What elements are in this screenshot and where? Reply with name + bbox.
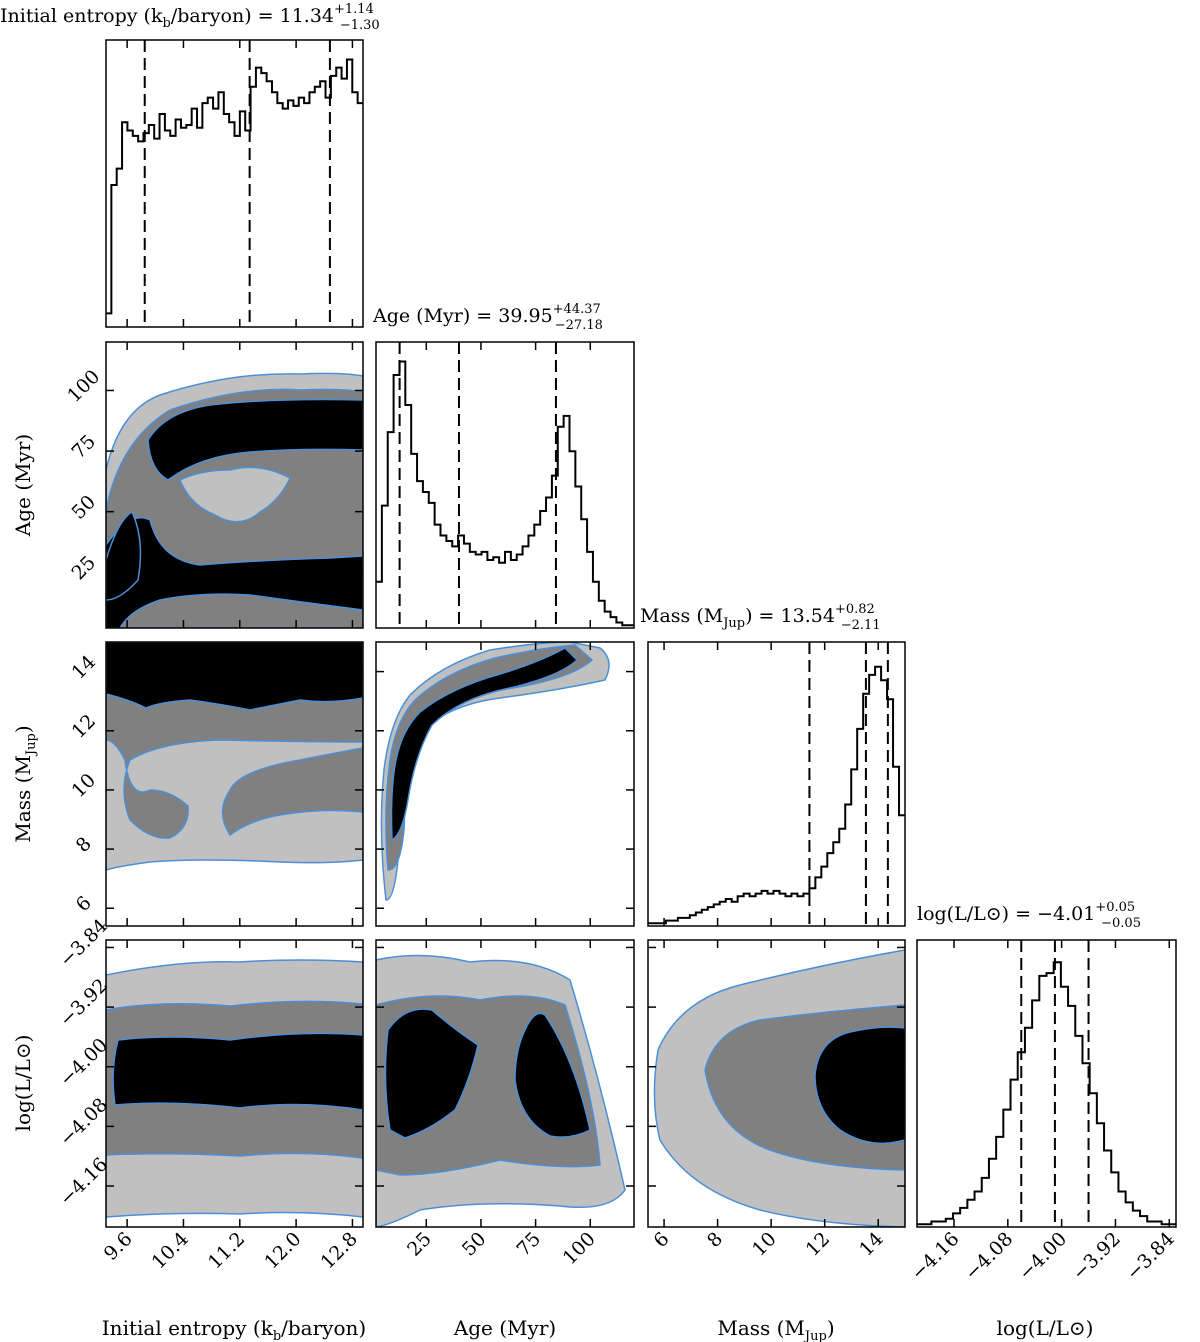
contour-1sigma-right bbox=[514, 1012, 591, 1138]
contour-entropy-age bbox=[106, 372, 363, 628]
contour-age-mass bbox=[380, 642, 610, 901]
panel-frame-1-1 bbox=[375, 341, 635, 629]
title-logL: log(L/L⊙) = −4.01+0.05 −0.05 bbox=[917, 900, 1141, 931]
hist-mass bbox=[648, 665, 905, 925]
ytick-label-age-1: 50 bbox=[67, 491, 100, 524]
xtick-label-mass-2: 10 bbox=[748, 1228, 781, 1261]
xtick-label-age-2: 75 bbox=[512, 1228, 545, 1261]
panel-frame-0-0 bbox=[105, 39, 364, 328]
contour-1sigma-left bbox=[106, 510, 142, 601]
ytick-label-logL-0: −4.16 bbox=[55, 1153, 112, 1210]
ytick-label-age-3: 100 bbox=[63, 366, 104, 407]
xtick-label-logL-1: −4.08 bbox=[961, 1228, 1018, 1285]
ytick-label-mass-3: 12 bbox=[67, 710, 100, 743]
xtick-label-logL-3: −3.92 bbox=[1068, 1228, 1125, 1285]
ytick-label-mass-4: 14 bbox=[67, 651, 100, 684]
panel-frame-3-3 bbox=[916, 939, 1177, 1228]
xtick-label-entropy-3: 12.0 bbox=[260, 1228, 305, 1273]
hist-age bbox=[376, 360, 634, 627]
title-mass: Mass (MJup) = 13.54+0.82 −2.11 bbox=[640, 602, 881, 633]
ytick-label-mass-2: 10 bbox=[67, 769, 100, 802]
panel-frame-3-2 bbox=[647, 939, 906, 1228]
contour-1sigma-top bbox=[147, 398, 363, 481]
ytick-label-logL-1: −4.08 bbox=[55, 1094, 112, 1151]
xtick-label-mass-1: 8 bbox=[703, 1228, 727, 1252]
xtick-label-age-1: 50 bbox=[458, 1228, 491, 1261]
contour-entropy-logL bbox=[106, 959, 363, 1218]
xlabel-entropy: Initial entropy (kb/baryon) bbox=[102, 1316, 366, 1342]
xtick-label-age-3: 100 bbox=[559, 1228, 600, 1269]
contour-mass-logL bbox=[653, 949, 905, 1227]
ytick-label-mass-1: 8 bbox=[72, 833, 96, 857]
xtick-label-entropy-0: 9.6 bbox=[100, 1228, 137, 1265]
panel-frame-3-0 bbox=[105, 939, 364, 1228]
xtick-label-logL-4: −3.84 bbox=[1122, 1228, 1179, 1285]
contour-1sigma bbox=[112, 1032, 363, 1111]
ytick-label-mass-0: 6 bbox=[72, 892, 96, 916]
xtick-label-mass-0: 6 bbox=[649, 1228, 673, 1252]
panel-frame-2-1 bbox=[375, 641, 635, 927]
ylabel-age: Age (Myr) bbox=[11, 434, 35, 537]
ytick-label-age-0: 25 bbox=[67, 552, 100, 585]
hist-logL bbox=[917, 961, 1176, 1226]
ytick-label-age-2: 75 bbox=[67, 430, 100, 463]
ytick-label-logL-3: −3.92 bbox=[55, 974, 112, 1031]
xlabel-mass: Mass (MJup) bbox=[717, 1316, 834, 1342]
contour-1sigma bbox=[390, 647, 579, 842]
panel-frame-1-0 bbox=[105, 341, 364, 629]
xtick-label-mass-4: 14 bbox=[855, 1228, 888, 1261]
ylabel-logL: log(L/L⊙) bbox=[11, 1035, 35, 1132]
xtick-label-mass-3: 12 bbox=[802, 1228, 835, 1261]
contour-3sigma-hole bbox=[179, 466, 291, 523]
xtick-label-logL-0: −4.16 bbox=[907, 1228, 964, 1285]
xlabel-age: Age (Myr) bbox=[453, 1316, 556, 1340]
xtick-label-entropy-2: 11.2 bbox=[204, 1228, 249, 1273]
ytick-label-logL-4: −3.84 bbox=[55, 915, 112, 972]
title-age: Age (Myr) = 39.95+44.37 −27.18 bbox=[372, 302, 603, 333]
xtick-label-entropy-1: 10.4 bbox=[148, 1228, 193, 1273]
panel-frame-2-0 bbox=[105, 641, 364, 927]
ytick-label-logL-2: −4.00 bbox=[55, 1034, 112, 1091]
contour-1sigma-low bbox=[106, 517, 363, 628]
ylabel-mass: Mass (MJup) bbox=[11, 725, 39, 842]
contour-1sigma bbox=[106, 642, 363, 711]
hist-entropy bbox=[106, 58, 363, 315]
panel-frame-2-2 bbox=[647, 641, 906, 927]
contour-entropy-mass bbox=[106, 642, 363, 871]
panel-frame-3-1 bbox=[375, 939, 635, 1228]
xtick-label-logL-2: −4.00 bbox=[1014, 1228, 1071, 1285]
contour-1sigma-left bbox=[384, 1008, 479, 1139]
xtick-label-entropy-4: 12.8 bbox=[316, 1228, 361, 1273]
title-entropy: Initial entropy (kb/baryon) = 11.34+1.14… bbox=[0, 2, 380, 33]
contour-age-logL bbox=[376, 954, 626, 1227]
xtick-label-age-0: 25 bbox=[403, 1228, 436, 1261]
xlabel-logL: log(L/L⊙) bbox=[997, 1316, 1094, 1340]
